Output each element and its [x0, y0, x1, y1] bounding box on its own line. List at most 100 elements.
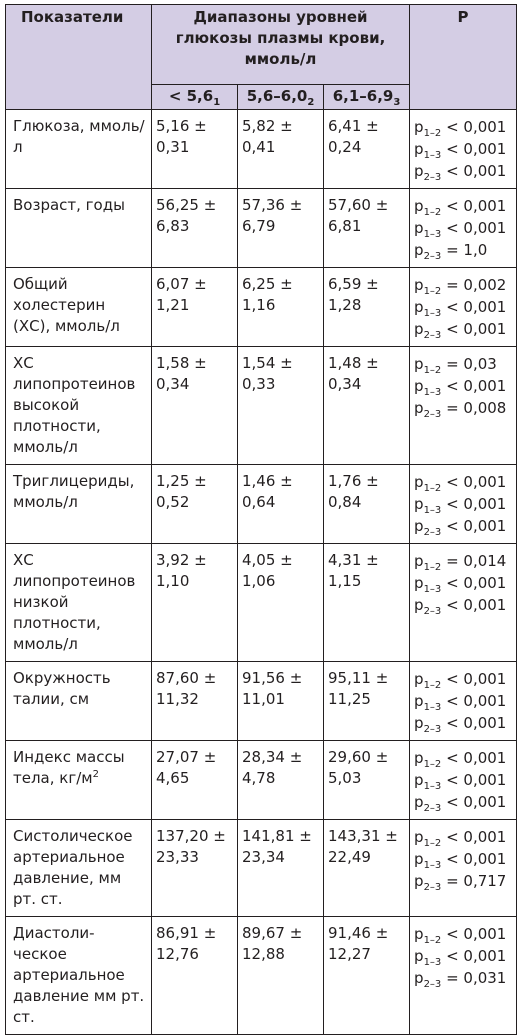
p-result: < 0,001: [441, 298, 507, 316]
table-row: Окружность талии, см 87,60 ± 11,32 91,56 ±…: [5, 661, 518, 741]
value-range-2: 91,56 ± 11,01: [237, 661, 324, 741]
p-result: < 0,001: [441, 473, 507, 491]
p-value: p1–3 < 0,001: [414, 375, 514, 398]
p-result: < 0,001: [441, 828, 507, 846]
value-range-3: 6,59 ± 1,28: [322, 267, 411, 347]
p-letter: p: [414, 377, 424, 395]
indicator-name: Систолическое артериальное давление, мм …: [5, 819, 152, 917]
table-header: Показатели Диапазоны уровней глюкозы пла…: [5, 4, 518, 110]
p-index: 1–3: [423, 860, 442, 871]
p-letter: p: [414, 495, 424, 513]
value-range-1: 27,07 ± 4,65: [151, 740, 238, 820]
p-index: 1–2: [423, 365, 442, 376]
p-value: p2–3 < 0,001: [414, 515, 514, 538]
p-letter: p: [414, 969, 424, 987]
indicator-text: ХС липопротеинов высокой плотности, ммол…: [13, 354, 136, 456]
p-index: 1–3: [423, 957, 442, 968]
p-value: p2–3 < 0,001: [414, 791, 514, 814]
value-range-1: 6,07 ± 1,21: [151, 267, 238, 347]
p-result: < 0,001: [441, 574, 507, 592]
p-result: < 0,001: [441, 495, 507, 513]
p-letter: p: [414, 320, 424, 338]
p-value: p2–3 = 0,031: [414, 967, 514, 990]
p-index: 2–3: [423, 724, 442, 735]
p-index: 2–3: [423, 330, 442, 341]
p-index: 2–3: [423, 251, 442, 262]
indicator-text: Возраст, годы: [13, 196, 125, 214]
p-letter: p: [414, 473, 424, 491]
p-index: 1–3: [423, 229, 442, 240]
p-index: 1–2: [423, 286, 442, 297]
p-result: < 0,001: [441, 670, 507, 688]
p-result: = 0,008: [441, 399, 507, 417]
p-result: = 0,03: [441, 355, 497, 373]
p-letter: p: [414, 850, 424, 868]
p-value: p1–2 = 0,014: [414, 550, 514, 573]
p-result: = 0,014: [441, 552, 507, 570]
indicator-name: Диастоли-ческое артериальное давление мм…: [5, 916, 152, 1035]
indicator-text: Глюкоза, ммоль/л: [13, 117, 145, 156]
value-range-2: 57,36 ± 6,79: [237, 188, 324, 268]
p-value: p1–3 < 0,001: [414, 296, 514, 319]
p-value: p1–3 < 0,001: [414, 217, 514, 240]
p-value: p1–3 < 0,001: [414, 945, 514, 968]
value-range-3: 6,41 ± 0,24: [322, 109, 411, 189]
p-letter: p: [414, 399, 424, 417]
range-label: 6,1–6,9: [332, 87, 394, 105]
p-index: 1–2: [423, 838, 442, 849]
p-value: p1–2 < 0,001: [414, 668, 514, 691]
p-result: < 0,001: [441, 320, 507, 338]
table-row: Индекс массы тела, кг/м2 27,07 ± 4,65 28,3…: [5, 740, 518, 820]
indicator-text: Индекс массы тела, кг/м: [13, 748, 125, 787]
p-values: p1–2 < 0,001 p1–3 < 0,001 p2–3 < 0,001: [409, 740, 518, 820]
p-result: < 0,001: [441, 947, 507, 965]
value-range-3: 91,46 ± 12,27: [322, 916, 411, 1035]
p-result: < 0,001: [441, 118, 507, 136]
data-table: Показатели Диапазоны уровней глюкозы пла…: [5, 4, 518, 1035]
header-glucose-ranges: Диапазоны уровней глюкозы плазмы крови, …: [150, 4, 411, 85]
p-result: < 0,001: [441, 692, 507, 710]
p-letter: p: [414, 771, 424, 789]
p-value: p2–3 = 1,0: [414, 239, 514, 262]
p-values: p1–2 < 0,001 p1–3 < 0,001 p2–3 = 0,717: [409, 819, 518, 917]
p-letter: p: [414, 749, 424, 767]
p-letter: p: [414, 670, 424, 688]
value-range-1: 3,92 ± 1,10: [151, 543, 238, 662]
indicator-name: Общий холестерин (ХС), ммоль/л: [5, 267, 152, 347]
value-range-2: 89,67 ± 12,88: [237, 916, 324, 1035]
p-letter: p: [414, 219, 424, 237]
p-index: 1–2: [423, 207, 442, 218]
p-value: p2–3 < 0,001: [414, 594, 514, 617]
range-label: 5,6–6,0: [246, 87, 308, 105]
p-result: < 0,001: [441, 596, 507, 614]
p-letter: p: [414, 793, 424, 811]
p-letter: p: [414, 947, 424, 965]
table-row: Систолическое артериальное давление, мм …: [5, 819, 518, 917]
p-value: p2–3 < 0,001: [414, 712, 514, 735]
indicator-name: Триглицериды, ммоль/л: [5, 464, 152, 544]
value-range-1: 137,20 ± 23,33: [151, 819, 238, 917]
p-values: p1–2 < 0,001 p1–3 < 0,001 p2–3 < 0,001: [409, 109, 518, 189]
indicator-text: Систолическое артериальное давление, мм …: [13, 827, 133, 908]
indicator-text: Диастоли-ческое артериальное давление мм…: [13, 924, 145, 1026]
p-values: p1–2 < 0,001 p1–3 < 0,001 p2–3 = 0,031: [409, 916, 518, 1035]
p-letter: p: [414, 197, 424, 215]
p-value: p1–3 < 0,001: [414, 690, 514, 713]
p-index: 2–3: [423, 979, 442, 990]
p-result: = 0,717: [441, 872, 507, 890]
p-result: < 0,001: [441, 850, 507, 868]
p-value: p2–3 = 0,008: [414, 397, 514, 420]
p-letter: p: [414, 574, 424, 592]
p-result: = 0,031: [441, 969, 507, 987]
range-index: 1: [213, 97, 221, 108]
header-indicators: Показатели: [5, 4, 152, 110]
p-value: p1–3 < 0,001: [414, 493, 514, 516]
value-range-2: 1,54 ± 0,33: [237, 346, 324, 465]
indicator-text: ХС липопротеинов низкой плотности, ммоль…: [13, 551, 136, 653]
p-value: p1–2 < 0,001: [414, 747, 514, 770]
value-range-1: 5,16 ± 0,31: [151, 109, 238, 189]
p-values: p1–2 < 0,001 p1–3 < 0,001 p2–3 < 0,001: [409, 661, 518, 741]
p-value: p1–2 < 0,001: [414, 195, 514, 218]
indicator-name: Индекс массы тела, кг/м2: [5, 740, 152, 820]
p-index: 1–2: [423, 128, 442, 139]
